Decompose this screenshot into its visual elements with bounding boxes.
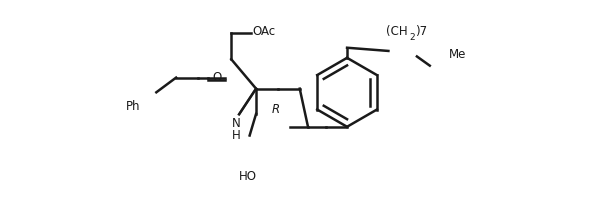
Text: Ph: Ph xyxy=(126,99,141,112)
Text: )7: )7 xyxy=(415,25,427,38)
Text: O: O xyxy=(213,70,222,83)
Text: R: R xyxy=(271,102,279,115)
Text: N: N xyxy=(231,116,240,129)
Text: OAc: OAc xyxy=(253,25,276,38)
Text: H: H xyxy=(231,129,240,141)
Text: 2: 2 xyxy=(409,33,415,42)
Text: Me: Me xyxy=(449,48,467,60)
Text: (CH: (CH xyxy=(386,25,408,38)
Text: HO: HO xyxy=(239,170,257,183)
